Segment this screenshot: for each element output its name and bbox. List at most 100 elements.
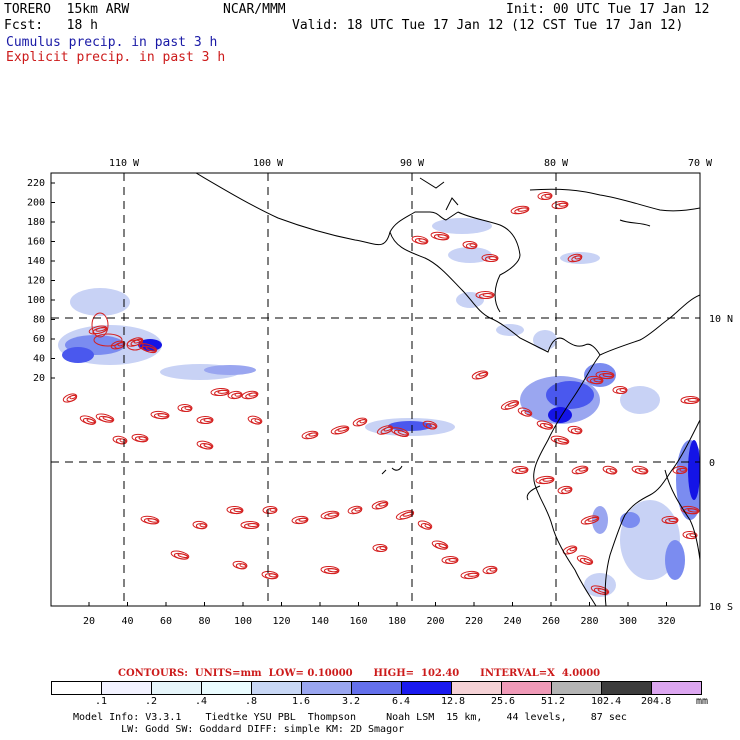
colorbar-label: 6.4 <box>391 696 411 707</box>
precip-contour <box>638 468 648 473</box>
precip-contour <box>574 255 582 260</box>
lon-label-110w: 110 W <box>109 158 140 169</box>
precip-contour <box>217 389 229 394</box>
precip-contour <box>298 517 308 522</box>
precip-contour <box>327 512 339 517</box>
colorbar-label: 1.6 <box>291 696 311 707</box>
precip-contour <box>184 406 192 411</box>
precip-contour <box>574 428 582 433</box>
y-tick-label: 200 <box>27 198 45 209</box>
precip-contour <box>133 338 143 344</box>
precip-contour <box>248 392 258 397</box>
precip-contour <box>424 523 432 529</box>
explicit-legend: Explicit precip. in past 3 h <box>6 50 226 65</box>
precip-contour <box>679 467 687 472</box>
colorbar-swatch <box>501 681 552 695</box>
colorbar-swatch <box>101 681 152 695</box>
precip-contour <box>478 371 488 377</box>
precip-contour <box>569 546 577 552</box>
x-tick-label: 140 <box>311 616 329 627</box>
lon-label-70w: 70 W <box>688 158 713 169</box>
precip-contour <box>619 388 627 392</box>
precip-contour <box>489 567 497 572</box>
map-background <box>51 173 700 606</box>
lon-label-90w: 90 W <box>400 158 425 169</box>
precip-contour <box>597 588 609 594</box>
precip-contour <box>543 423 553 429</box>
colorbar-swatch <box>401 681 452 695</box>
precip-contour <box>86 418 96 424</box>
precip-contour <box>583 558 593 564</box>
x-tick-label: 260 <box>542 616 560 627</box>
lat-lon-grid <box>51 173 700 606</box>
precip-contour <box>327 568 339 573</box>
model-info-line2: LW: Godd SW: Goddard DIFF: simple KM: 2D… <box>73 724 405 735</box>
precip-contour <box>587 516 599 522</box>
precip-contour <box>119 438 127 443</box>
precip-contour <box>689 533 697 538</box>
colorbar-label: 51.2 <box>541 696 566 707</box>
y-tick-label: 160 <box>27 237 45 248</box>
x-tick-label: 20 <box>83 616 95 627</box>
forecast-hour: Fcst: 18 h <box>4 18 98 33</box>
precip-contour <box>233 508 243 513</box>
precip-contour <box>308 432 318 437</box>
lat-label-0: 0 <box>709 458 715 469</box>
x-tick-label: 180 <box>388 616 406 627</box>
precip-contour <box>564 487 572 492</box>
y-tick-label: 220 <box>27 178 45 189</box>
colorbar-label: .2 <box>144 696 158 707</box>
x-tick-label: 200 <box>426 616 444 627</box>
y-tick-label: 140 <box>27 256 45 267</box>
precip-contour <box>402 511 414 517</box>
precip-contour <box>397 430 409 436</box>
y-axis-labels: 220 200 180 160 140 120 100 80 60 40 20 <box>27 178 45 384</box>
x-tick-label: 320 <box>657 616 675 627</box>
colorbar-label: .1 <box>94 696 108 707</box>
precip-contour <box>199 523 207 528</box>
y-tick-label: 120 <box>27 276 45 287</box>
precip-contour <box>507 401 519 407</box>
precip-contour <box>542 477 554 482</box>
lat-label-10n: 10 N <box>709 314 733 325</box>
lon-label-80w: 80 W <box>544 158 569 169</box>
model-info-line1: Model Info: V3.3.1 Tiedtke YSU PBL Thomp… <box>73 712 627 723</box>
precip-contour <box>93 333 123 347</box>
precip-contour <box>239 563 247 568</box>
precip-contour <box>438 543 448 549</box>
precip-contour <box>268 573 278 578</box>
precip-contour <box>517 207 529 212</box>
colorbar-swatch <box>151 681 202 695</box>
colorbar-label: 204.8 <box>641 696 672 707</box>
colorbar-label: 12.8 <box>441 696 466 707</box>
precip-contour <box>379 546 387 551</box>
valid-time: Valid: 18 UTC Tue 17 Jan 12 (12 CST Tue … <box>292 18 684 33</box>
precip-contour <box>544 193 552 198</box>
precip-contour <box>602 373 614 378</box>
precip-contour <box>488 256 498 261</box>
cumulus-precip-shading <box>58 218 700 597</box>
map-frame <box>50 172 701 607</box>
lon-label-100w: 100 W <box>253 158 284 169</box>
x-tick-label: 240 <box>503 616 521 627</box>
precip-contour <box>138 436 148 441</box>
y-tick-label: 20 <box>33 373 45 384</box>
map-content <box>51 173 700 606</box>
y-tick-label: 100 <box>27 295 45 306</box>
longitude-labels: 110 W 100 W 90 W 80 W 70 W <box>109 158 713 169</box>
cumulus-legend: Cumulus precip. in past 3 h <box>6 35 218 50</box>
x-tick-label: 80 <box>198 616 210 627</box>
precip-contour <box>378 501 388 507</box>
precip-contour <box>593 378 603 383</box>
model-title: TORERO 15km ARW <box>4 2 130 17</box>
precip-contour <box>177 553 189 559</box>
y-tick-label: 40 <box>33 354 45 365</box>
colorbar-swatch <box>51 681 102 695</box>
precip-contour <box>147 518 159 523</box>
precip-contour <box>437 234 449 239</box>
precip-contour <box>145 346 157 352</box>
coastlines <box>195 173 700 606</box>
precip-contour <box>467 572 479 577</box>
precip-contour <box>469 243 477 248</box>
